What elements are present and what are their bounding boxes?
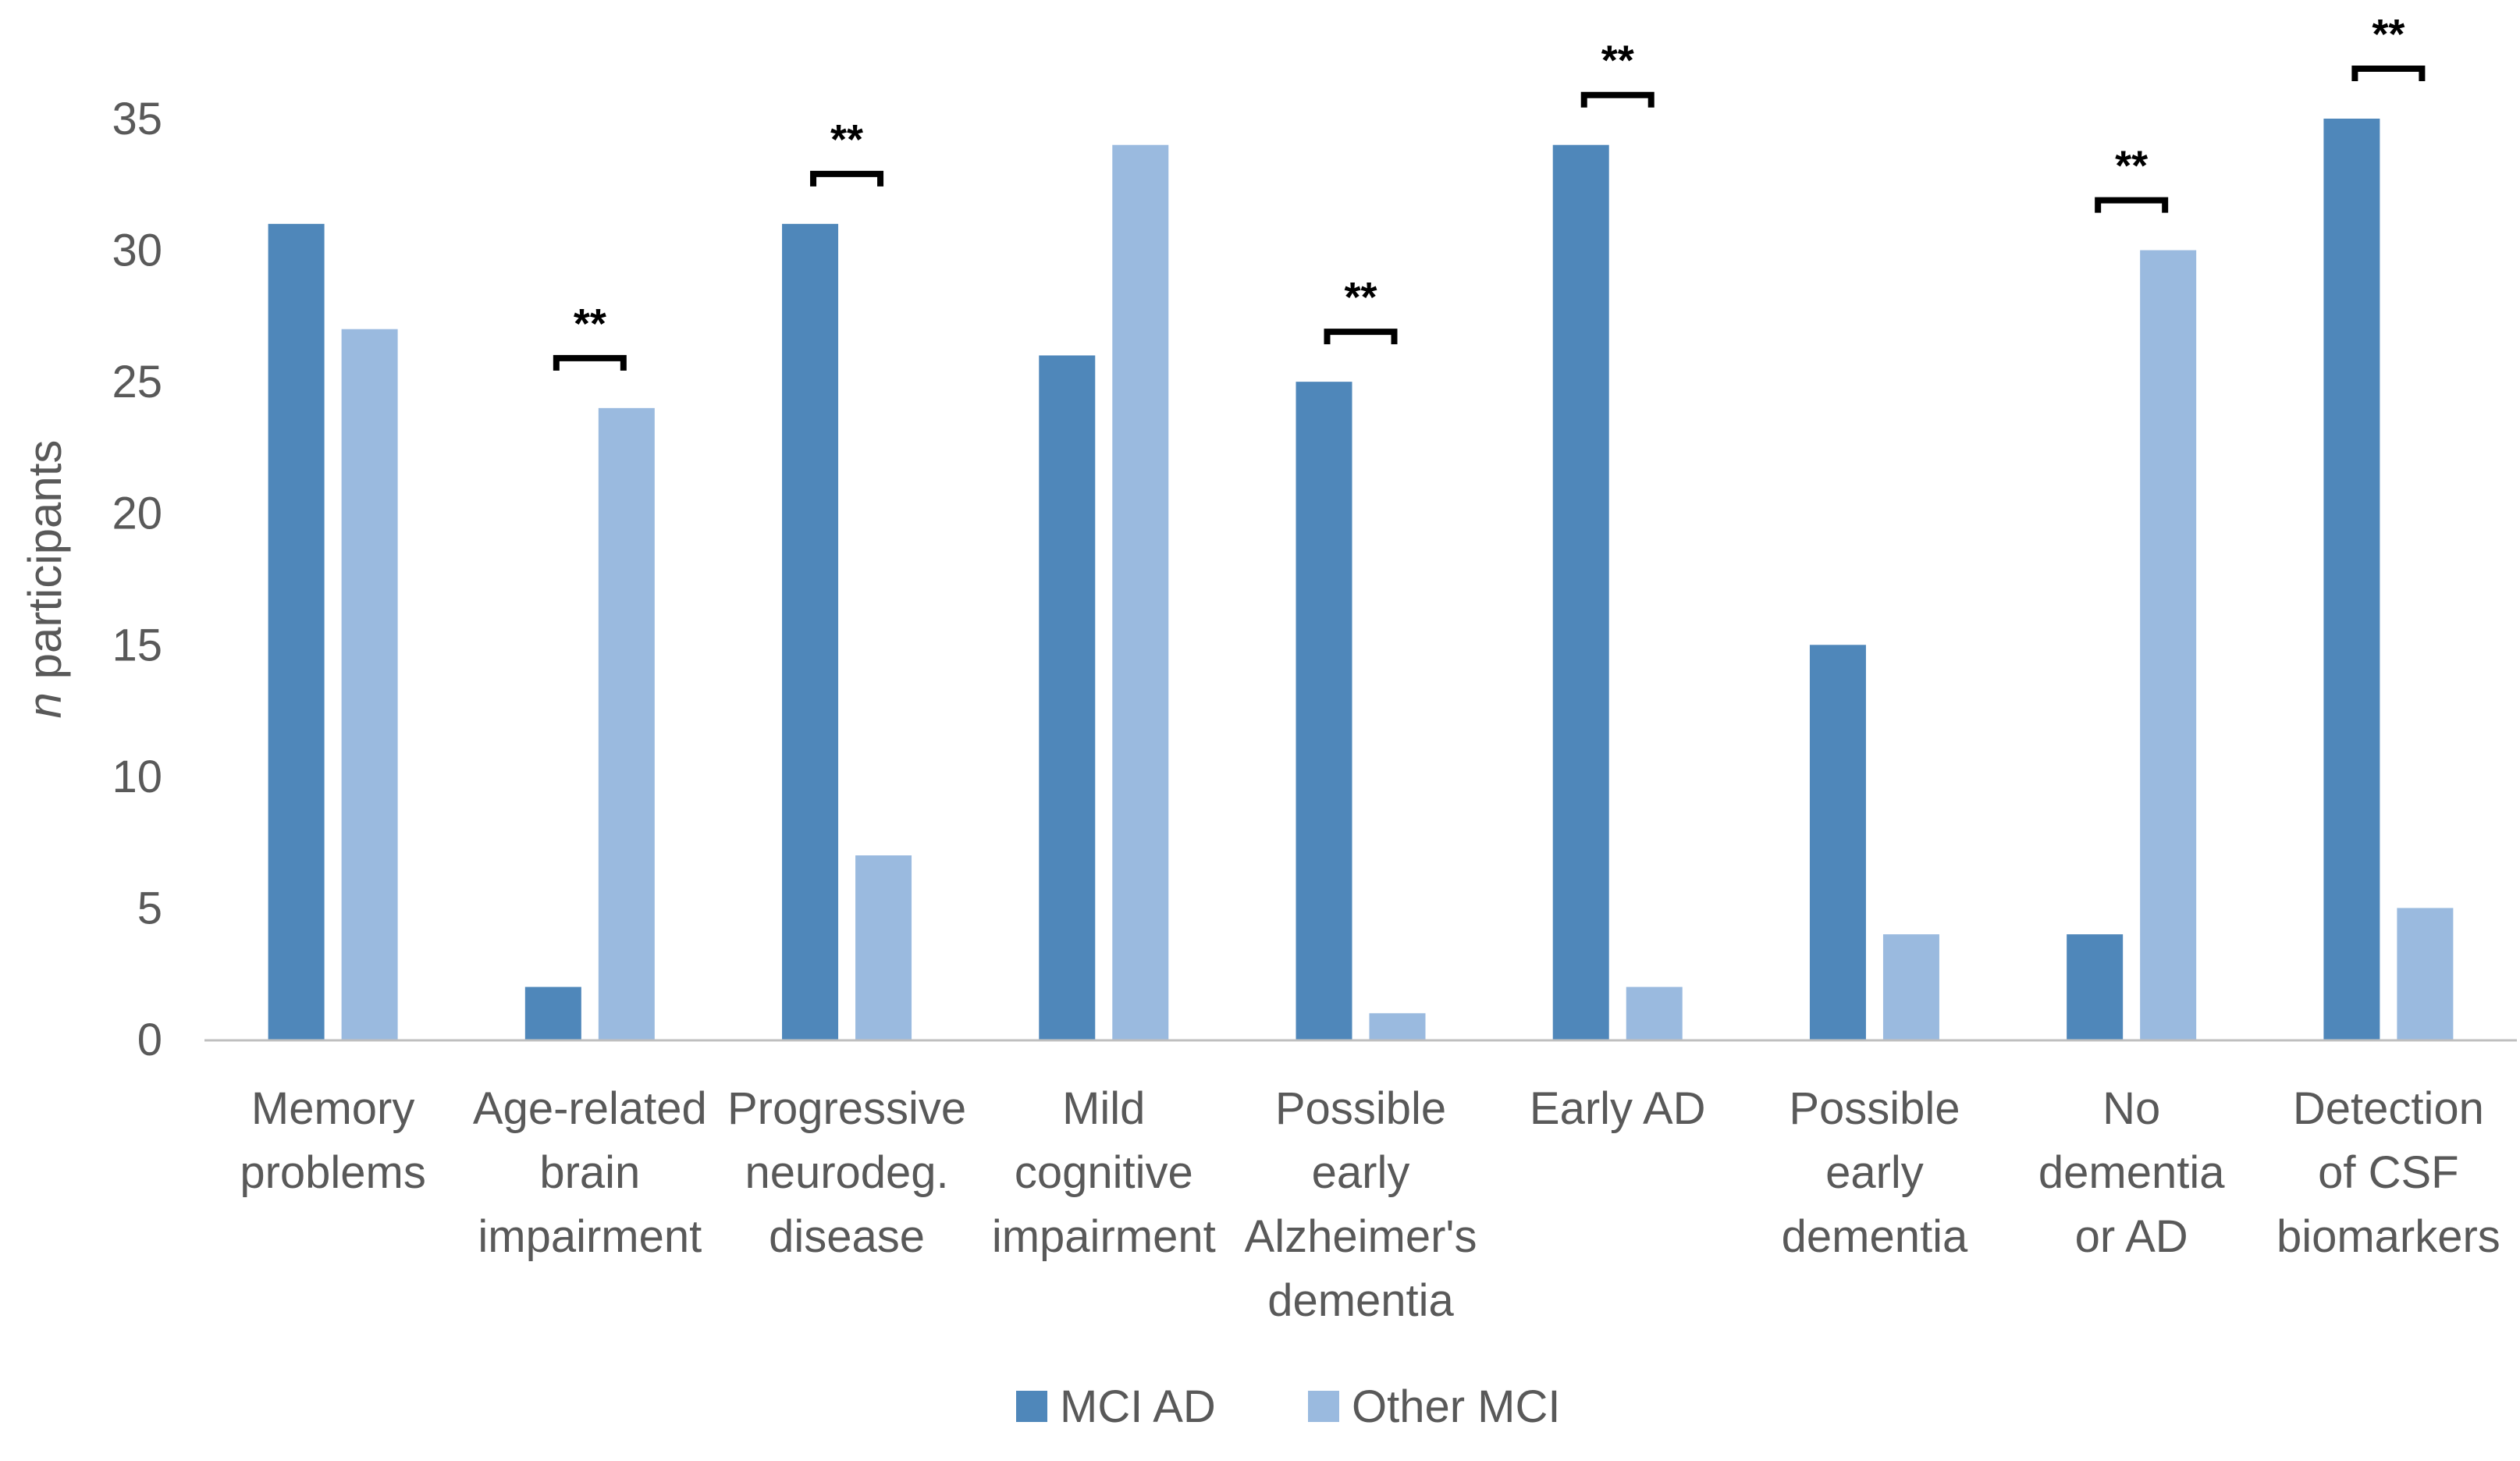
x-category-label: Possible early dementia <box>1782 1083 1968 1262</box>
y-axis-ticks: 0 5 10 15 20 25 30 35 <box>112 94 162 1065</box>
y-tick-label: 0 <box>137 1015 162 1065</box>
x-category-label-line: Memory <box>251 1083 414 1134</box>
legend-label: Other MCI <box>1352 1381 1561 1432</box>
bar-mci-ad <box>2067 934 2124 1040</box>
legend-label: MCI AD <box>1060 1381 1216 1432</box>
legend-swatch-other-mci <box>1308 1391 1339 1422</box>
bar-other-mci <box>2397 908 2454 1040</box>
x-category-label: Early AD <box>1530 1083 1706 1134</box>
bar-other-mci <box>1112 144 1169 1040</box>
x-category-label: Detection of CSF biomarkers <box>2277 1083 2500 1262</box>
x-category-label: No dementia or AD <box>2038 1083 2225 1262</box>
bar-mci-ad <box>1039 355 1096 1040</box>
x-category-label-line: dementia <box>1267 1275 1454 1326</box>
x-category-label-line: Age-related <box>473 1083 707 1134</box>
y-axis-label: n participants <box>19 440 71 719</box>
bar-mci-ad <box>524 986 581 1040</box>
x-category-label: Possible early Alzheimer's dementia <box>1245 1083 1477 1326</box>
x-category-label-line: Possible <box>1789 1083 1960 1134</box>
x-axis-category-labels: Memory problems Age-related brain impairment… <box>240 1083 2500 1326</box>
x-category-label: Age-related brain impairment <box>473 1083 707 1262</box>
x-category-label: Progressive neurodeg. disease <box>727 1083 966 1262</box>
x-category-label: Memory problems <box>240 1083 426 1198</box>
bar-mci-ad <box>1809 645 1866 1040</box>
bar-other-mci <box>341 329 398 1040</box>
significance-label: ** <box>1344 274 1377 321</box>
significance-label: ** <box>1601 37 1634 84</box>
bar-other-mci <box>1369 1013 1426 1040</box>
significance-bracket <box>1580 91 1655 108</box>
x-category-label-line: of CSF <box>2318 1147 2459 1198</box>
significance-bracket <box>1324 329 1398 345</box>
y-tick-label: 35 <box>112 94 162 144</box>
significance-label: ** <box>2115 143 2148 190</box>
x-category-label: Mild cognitive impairment <box>992 1083 1216 1262</box>
x-category-label-line: No <box>2102 1083 2160 1134</box>
bar-mci-ad <box>1296 382 1352 1040</box>
significance-bracket <box>553 354 627 371</box>
significance-label: ** <box>830 116 863 163</box>
x-category-label-line: disease <box>769 1211 925 1262</box>
bar-other-mci <box>1882 934 1939 1040</box>
significance-label: ** <box>574 300 606 347</box>
bar-other-mci <box>855 855 912 1040</box>
bar-other-mci <box>598 407 655 1040</box>
bar-mci-ad <box>1552 144 1609 1040</box>
y-axis-label-rest: participants <box>19 440 71 693</box>
bar-mci-ad <box>782 223 839 1040</box>
y-tick-label: 30 <box>112 226 162 276</box>
x-category-label-line: early <box>1825 1147 1924 1198</box>
y-tick-label: 20 <box>112 489 162 539</box>
x-category-label-line: Progressive <box>727 1083 966 1134</box>
significance-bracket <box>810 170 884 187</box>
x-category-label-line: Possible <box>1275 1083 1446 1134</box>
legend: MCI AD Other MCI <box>1016 1381 1561 1432</box>
significance-label: ** <box>2372 11 2404 58</box>
bar-mci-ad <box>268 223 325 1040</box>
y-tick-label: 10 <box>112 752 162 802</box>
y-tick-label: 15 <box>112 620 162 670</box>
x-category-label-line: dementia <box>2038 1147 2225 1198</box>
x-category-label-line: dementia <box>1782 1211 1968 1262</box>
x-category-label-line: Mild <box>1062 1083 1145 1134</box>
significance-markers: ** ** ** ** ** ** <box>553 11 2426 371</box>
x-category-label-line: impairment <box>992 1211 1216 1262</box>
y-tick-label: 25 <box>112 357 162 407</box>
y-axis-title: n participants <box>19 440 71 719</box>
legend-swatch-mci-ad <box>1016 1391 1047 1422</box>
bar-other-mci <box>1626 986 1683 1040</box>
x-category-label-line: impairment <box>478 1211 702 1262</box>
x-category-label-line: brain <box>539 1147 640 1198</box>
x-category-label-line: or AD <box>2075 1211 2188 1262</box>
x-category-label-line: biomarkers <box>2277 1211 2500 1262</box>
x-category-label-line: cognitive <box>1015 1147 1193 1198</box>
x-category-label-line: Early AD <box>1530 1083 1706 1134</box>
significance-bracket <box>2351 66 2426 81</box>
y-axis-label-italic: n <box>19 692 71 718</box>
bar-mci-ad <box>2323 119 2380 1040</box>
y-tick-label: 5 <box>137 883 162 933</box>
x-category-label-line: early <box>1312 1147 1410 1198</box>
x-category-label-line: neurodeg. <box>745 1147 948 1198</box>
bar-other-mci <box>2140 250 2197 1040</box>
bars <box>268 119 2454 1040</box>
significance-bracket <box>2095 197 2169 213</box>
x-category-label-line: problems <box>240 1147 426 1198</box>
x-category-label-line: Detection <box>2293 1083 2484 1134</box>
x-category-label-line: Alzheimer's <box>1245 1211 1477 1262</box>
